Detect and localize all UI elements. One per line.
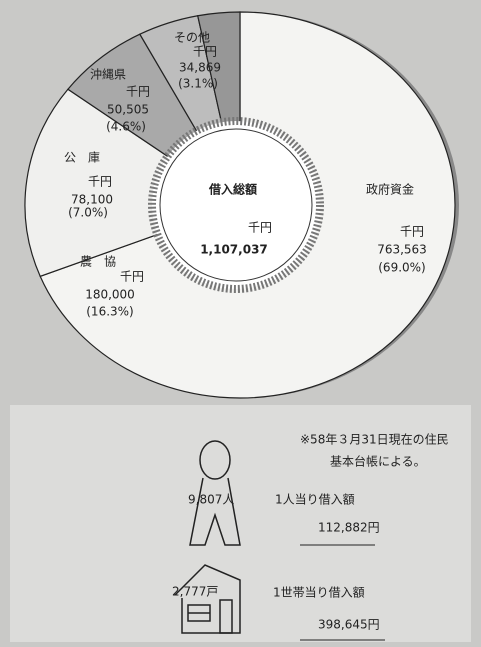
per-household-value: 398,645円	[318, 618, 380, 632]
households: 2,777戸	[172, 585, 218, 599]
slice-unit: 千円	[126, 85, 150, 99]
slice-name: 沖縄県	[90, 67, 126, 82]
person-icon	[189, 440, 241, 546]
slice-unit: 千円	[400, 225, 424, 239]
note: 基本台帳による。	[330, 454, 426, 469]
percent-label: (3.1%)	[178, 77, 218, 91]
percent-label: (7.0%)	[68, 206, 108, 220]
value-label: 34,869	[179, 61, 221, 75]
slice	[24, 88, 242, 278]
percent-label: (4.6%)	[106, 120, 146, 134]
percent-label: (16.3%)	[86, 305, 133, 319]
value-label: 180,000	[85, 288, 135, 302]
per-person-value: 112,882円	[318, 521, 380, 535]
value-label: 763,563	[377, 243, 427, 257]
population: 9,807人	[188, 493, 234, 507]
slice-unit: 千円	[88, 175, 112, 189]
note: ※58年３月31日現在の住民	[300, 433, 449, 447]
center-hole	[159, 128, 313, 282]
slice-name: 政府資金	[366, 182, 414, 197]
percent-label: (69.0%)	[378, 261, 425, 275]
house-icon	[174, 564, 241, 634]
slice-name: 農 協	[80, 254, 116, 269]
slice-unit: 千円	[193, 45, 217, 59]
slice-unit: 千円	[120, 270, 144, 284]
slice-name: 公 庫	[64, 151, 100, 165]
slice-name: その他	[174, 31, 210, 45]
center-total: 1,107,037	[200, 243, 268, 257]
center-unit: 千円	[248, 221, 272, 235]
center-title: 借入総額	[208, 182, 257, 197]
value-label: 78,100	[71, 193, 113, 207]
per-household-label: 1世帯当り借入額	[273, 586, 365, 600]
value-label: 50,505	[107, 103, 149, 117]
per-person-label: 1人当り借入額	[275, 493, 355, 507]
